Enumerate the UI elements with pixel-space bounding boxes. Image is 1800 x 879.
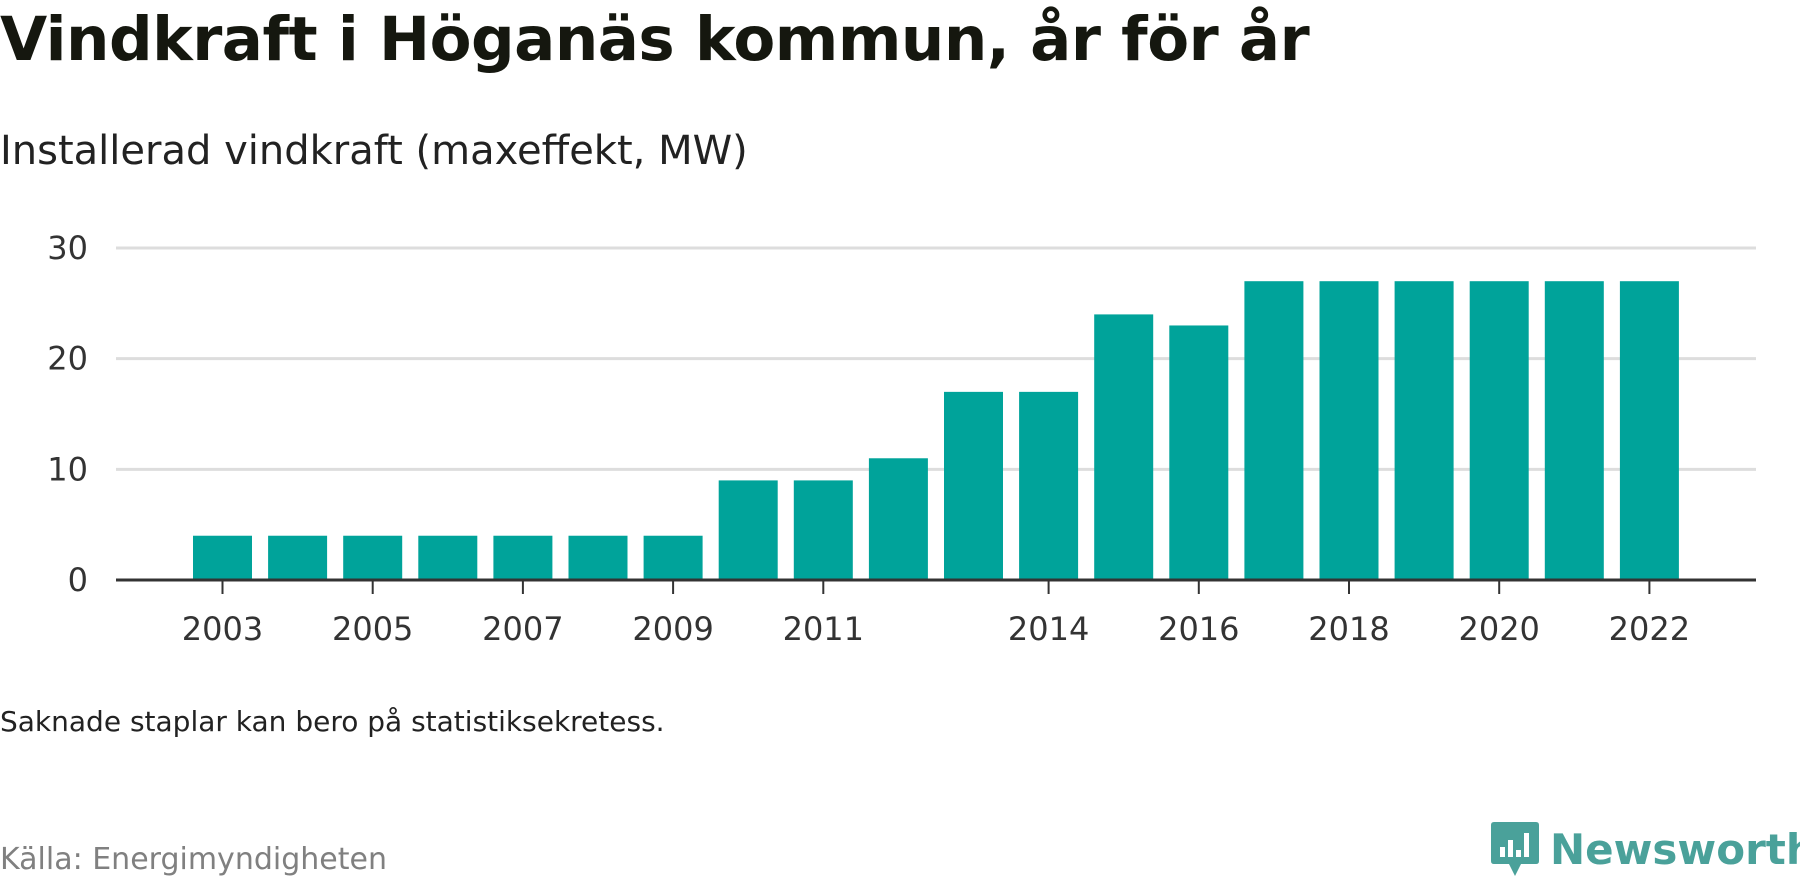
bar-2020 [1469, 281, 1529, 580]
chart-subtitle: Installerad vindkraft (maxeffekt, MW) [0, 128, 748, 174]
bar-2013 [944, 391, 1003, 580]
bar-2005 [343, 535, 403, 580]
y-tick-label: 30 [47, 229, 88, 267]
bar-2012 [868, 458, 928, 580]
x-tick-label: 2014 [1008, 610, 1089, 648]
x-tick-label: 2009 [632, 610, 713, 648]
y-tick-label: 20 [47, 340, 88, 378]
bar-2009 [643, 535, 703, 580]
bar-2016 [1169, 325, 1229, 580]
source-text: Källa: Energimyndigheten [0, 842, 387, 877]
bars [193, 281, 1679, 580]
newsworthy-logo[interactable]: Newsworthy [1490, 820, 1800, 878]
bar-2011 [793, 480, 853, 580]
bar-2022 [1619, 281, 1679, 580]
bar-2014 [1019, 391, 1079, 580]
y-tick-label: 0 [68, 561, 88, 599]
x-tick-label: 2018 [1308, 610, 1389, 648]
x-tick-label: 2007 [482, 610, 563, 648]
bar-2010 [718, 480, 778, 580]
bar-2018 [1319, 281, 1379, 580]
bar-2017 [1244, 281, 1304, 580]
chart-title: Vindkraft i Höganäs kommun, år för år [0, 4, 1310, 75]
bar-2021 [1544, 281, 1604, 580]
x-tick-label: 2020 [1458, 610, 1539, 648]
newsworthy-logo-icon [1491, 822, 1539, 876]
x-tick-label: 2022 [1609, 610, 1690, 648]
axes: 0 10 20 30 2003 2005 2007 2009 2011 2014 2016 2018 2… [47, 229, 1756, 648]
x-tick-label: 2003 [182, 610, 263, 648]
bar-2004 [268, 535, 328, 580]
y-tick-label: 10 [47, 450, 88, 488]
bar-2006 [418, 535, 478, 580]
footnote: Saknade staplar kan bero på statistiksek… [0, 705, 665, 738]
bar-2019 [1394, 281, 1454, 580]
bar-chart: 0 10 20 30 2003 2005 2007 2009 2011 2014 2016 2018 2… [47, 229, 1756, 648]
brand-name: Newsworthy [1550, 824, 1800, 874]
x-tick-label: 2016 [1158, 610, 1239, 648]
x-tick-label: 2005 [332, 610, 413, 648]
bar-2015 [1094, 314, 1154, 580]
bar-2007 [493, 535, 553, 580]
x-tick-label: 2011 [783, 610, 864, 648]
bar-2003 [193, 535, 252, 580]
bar-2008 [568, 535, 628, 580]
